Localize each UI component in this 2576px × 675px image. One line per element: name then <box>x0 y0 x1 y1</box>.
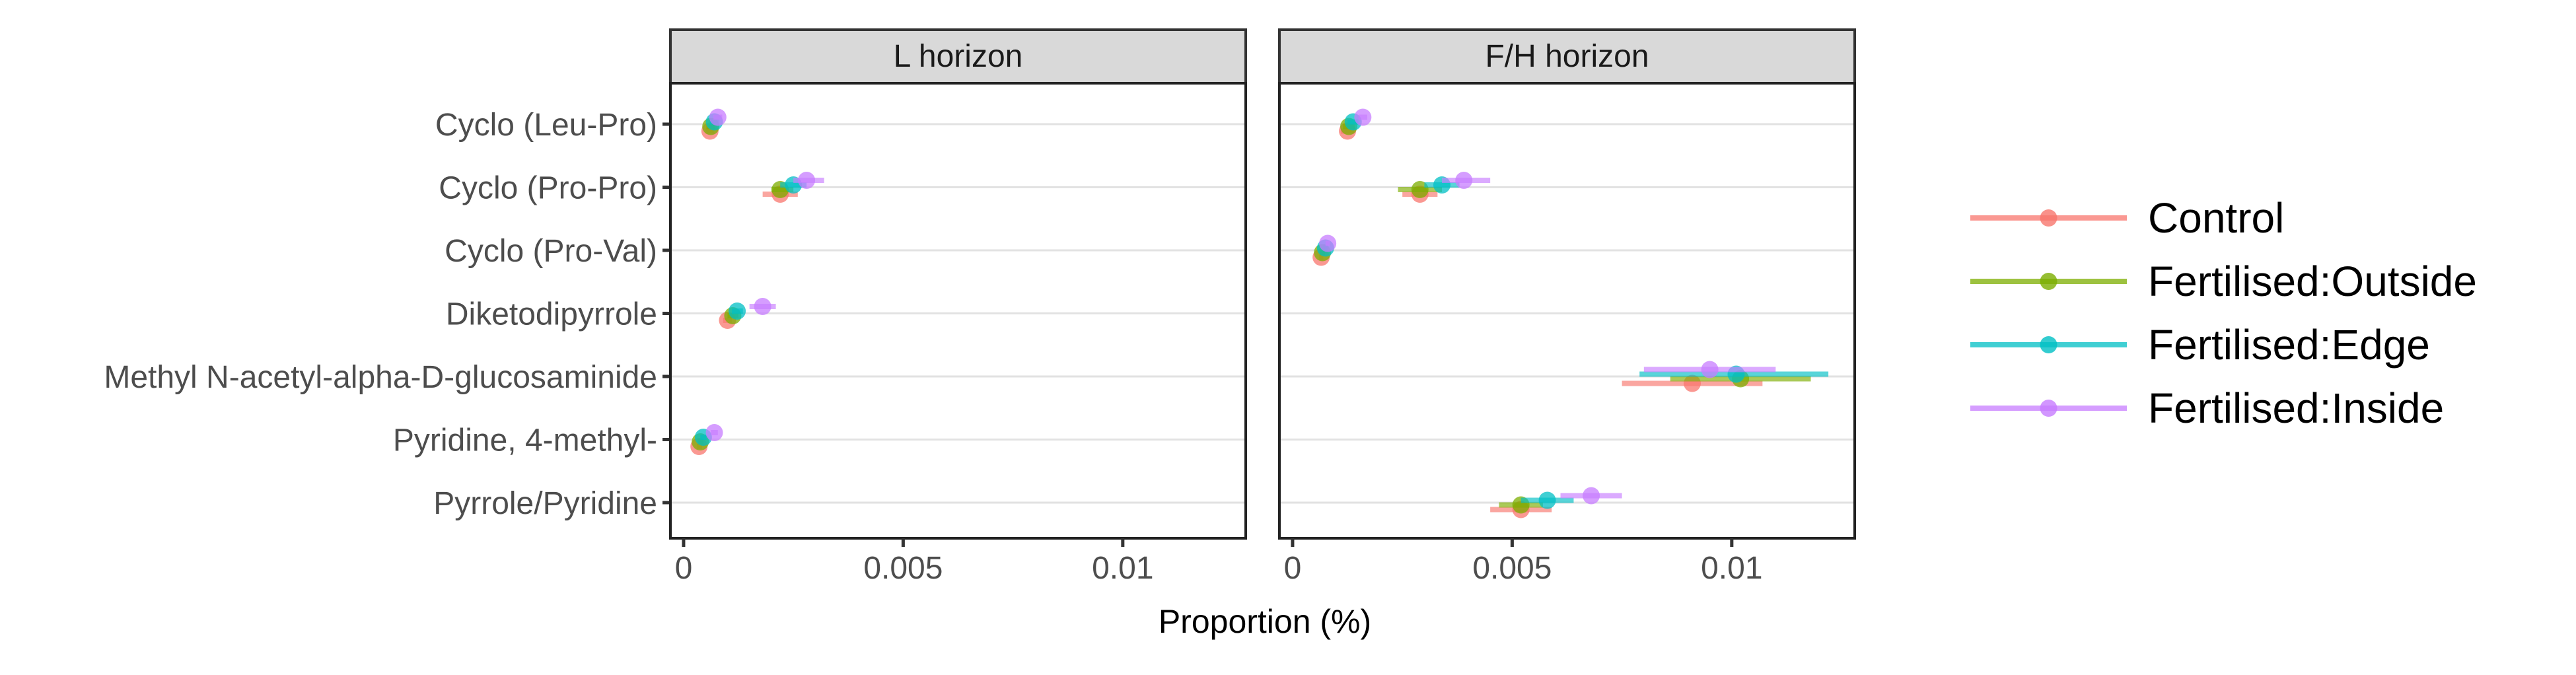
x-tick-label: 0.005 <box>1472 551 1552 586</box>
x-tick-label: 0 <box>1284 551 1302 586</box>
legend-item-fertilised-edge: Fertilised:Edge <box>1970 321 2430 369</box>
x-tick-label: 0.01 <box>1701 551 1762 586</box>
facet-panel-f-h-horizon: F/H horizon 0 0.005 0.01 <box>1278 28 1856 586</box>
point-l-horizon-cyclo-leu-pro-fertilised-inside <box>709 108 727 126</box>
x-axis-title: Proportion (%) <box>1159 603 1371 640</box>
facet-panel-l-horizon: L horizon 0 0.005 0.01 <box>669 28 1247 586</box>
y-tick-label-cyclo-pro-pro: Cyclo (Pro-Pro) <box>439 171 657 206</box>
legend-label: Fertilised:Inside <box>2148 384 2444 432</box>
legend-key-point <box>2040 209 2057 227</box>
y-tick-label-methyl-n-acetyl-alpha-d-glucosaminide: Methyl N-acetyl-alpha-D-glucosaminide <box>104 360 657 395</box>
point-l-horizon-pyridine-4-methyl-fertilised-inside <box>705 424 723 441</box>
panel-background <box>1279 83 1855 538</box>
y-tick-label-pyridine-4-methyl: Pyridine, 4-methyl- <box>393 423 657 458</box>
point-f-h-horizon-pyrrole-pyridine-fertilised-edge <box>1538 491 1556 509</box>
facet-strip <box>669 28 1247 85</box>
y-tick-label-cyclo-pro-val: Cyclo (Pro-Val) <box>445 234 657 269</box>
x-tick-label: 0.005 <box>863 551 943 586</box>
x-tick-label: 0.01 <box>1092 551 1153 586</box>
point-l-horizon-cyclo-pro-pro-fertilised-inside <box>798 172 816 189</box>
legend-key-point <box>2040 400 2057 417</box>
plot-area: Cyclo (Leu-Pro) Cyclo (Pro-Pro) Cyclo (Pro… <box>104 28 1856 586</box>
y-tick-label-pyrrole-pyridine: Pyrrole/Pyridine <box>433 486 657 521</box>
panel-border <box>1278 82 1856 540</box>
x-tick-label: 0 <box>675 551 693 586</box>
point-f-h-horizon-cyclo-pro-pro-fertilised-inside <box>1455 172 1473 189</box>
facet-strip-label: L horizon <box>894 39 1023 74</box>
legend-key-point <box>2040 273 2057 290</box>
legend-key-point <box>2040 336 2057 353</box>
panel-border <box>669 82 1247 540</box>
y-tick-label-diketodipyrrole: Diketodipyrrole <box>446 297 657 332</box>
legend-item-fertilised-outside: Fertilised:Outside <box>1970 258 2477 305</box>
legend: Control Fertilised:Outside Fertilised:Edge… <box>1970 194 2477 432</box>
point-f-h-horizon-cyclo-pro-pro-fertilised-outside <box>1411 181 1429 198</box>
facet-strip-label: F/H horizon <box>1485 39 1649 74</box>
point-f-h-horizon-pyrrole-pyridine-fertilised-inside <box>1583 487 1600 505</box>
point-l-horizon-diketodipyrrole-fertilised-edge <box>729 302 746 320</box>
legend-label: Control <box>2148 194 2284 242</box>
point-f-h-horizon-methyl-n-acetyl-alpha-d-glucosaminide-fertilised-inside <box>1701 361 1719 378</box>
legend-label: Fertilised:Outside <box>2148 258 2477 305</box>
y-tick-label-cyclo-leu-pro: Cyclo (Leu-Pro) <box>435 108 657 143</box>
point-f-h-horizon-cyclo-pro-val-fertilised-inside <box>1319 234 1337 252</box>
legend-label: Fertilised:Edge <box>2148 321 2430 369</box>
point-l-horizon-diketodipyrrole-fertilised-inside <box>754 298 771 315</box>
legend-item-control: Control <box>1970 194 2284 242</box>
point-f-h-horizon-cyclo-leu-pro-fertilised-inside <box>1354 108 1372 126</box>
legend-item-fertilised-inside: Fertilised:Inside <box>1970 384 2444 432</box>
